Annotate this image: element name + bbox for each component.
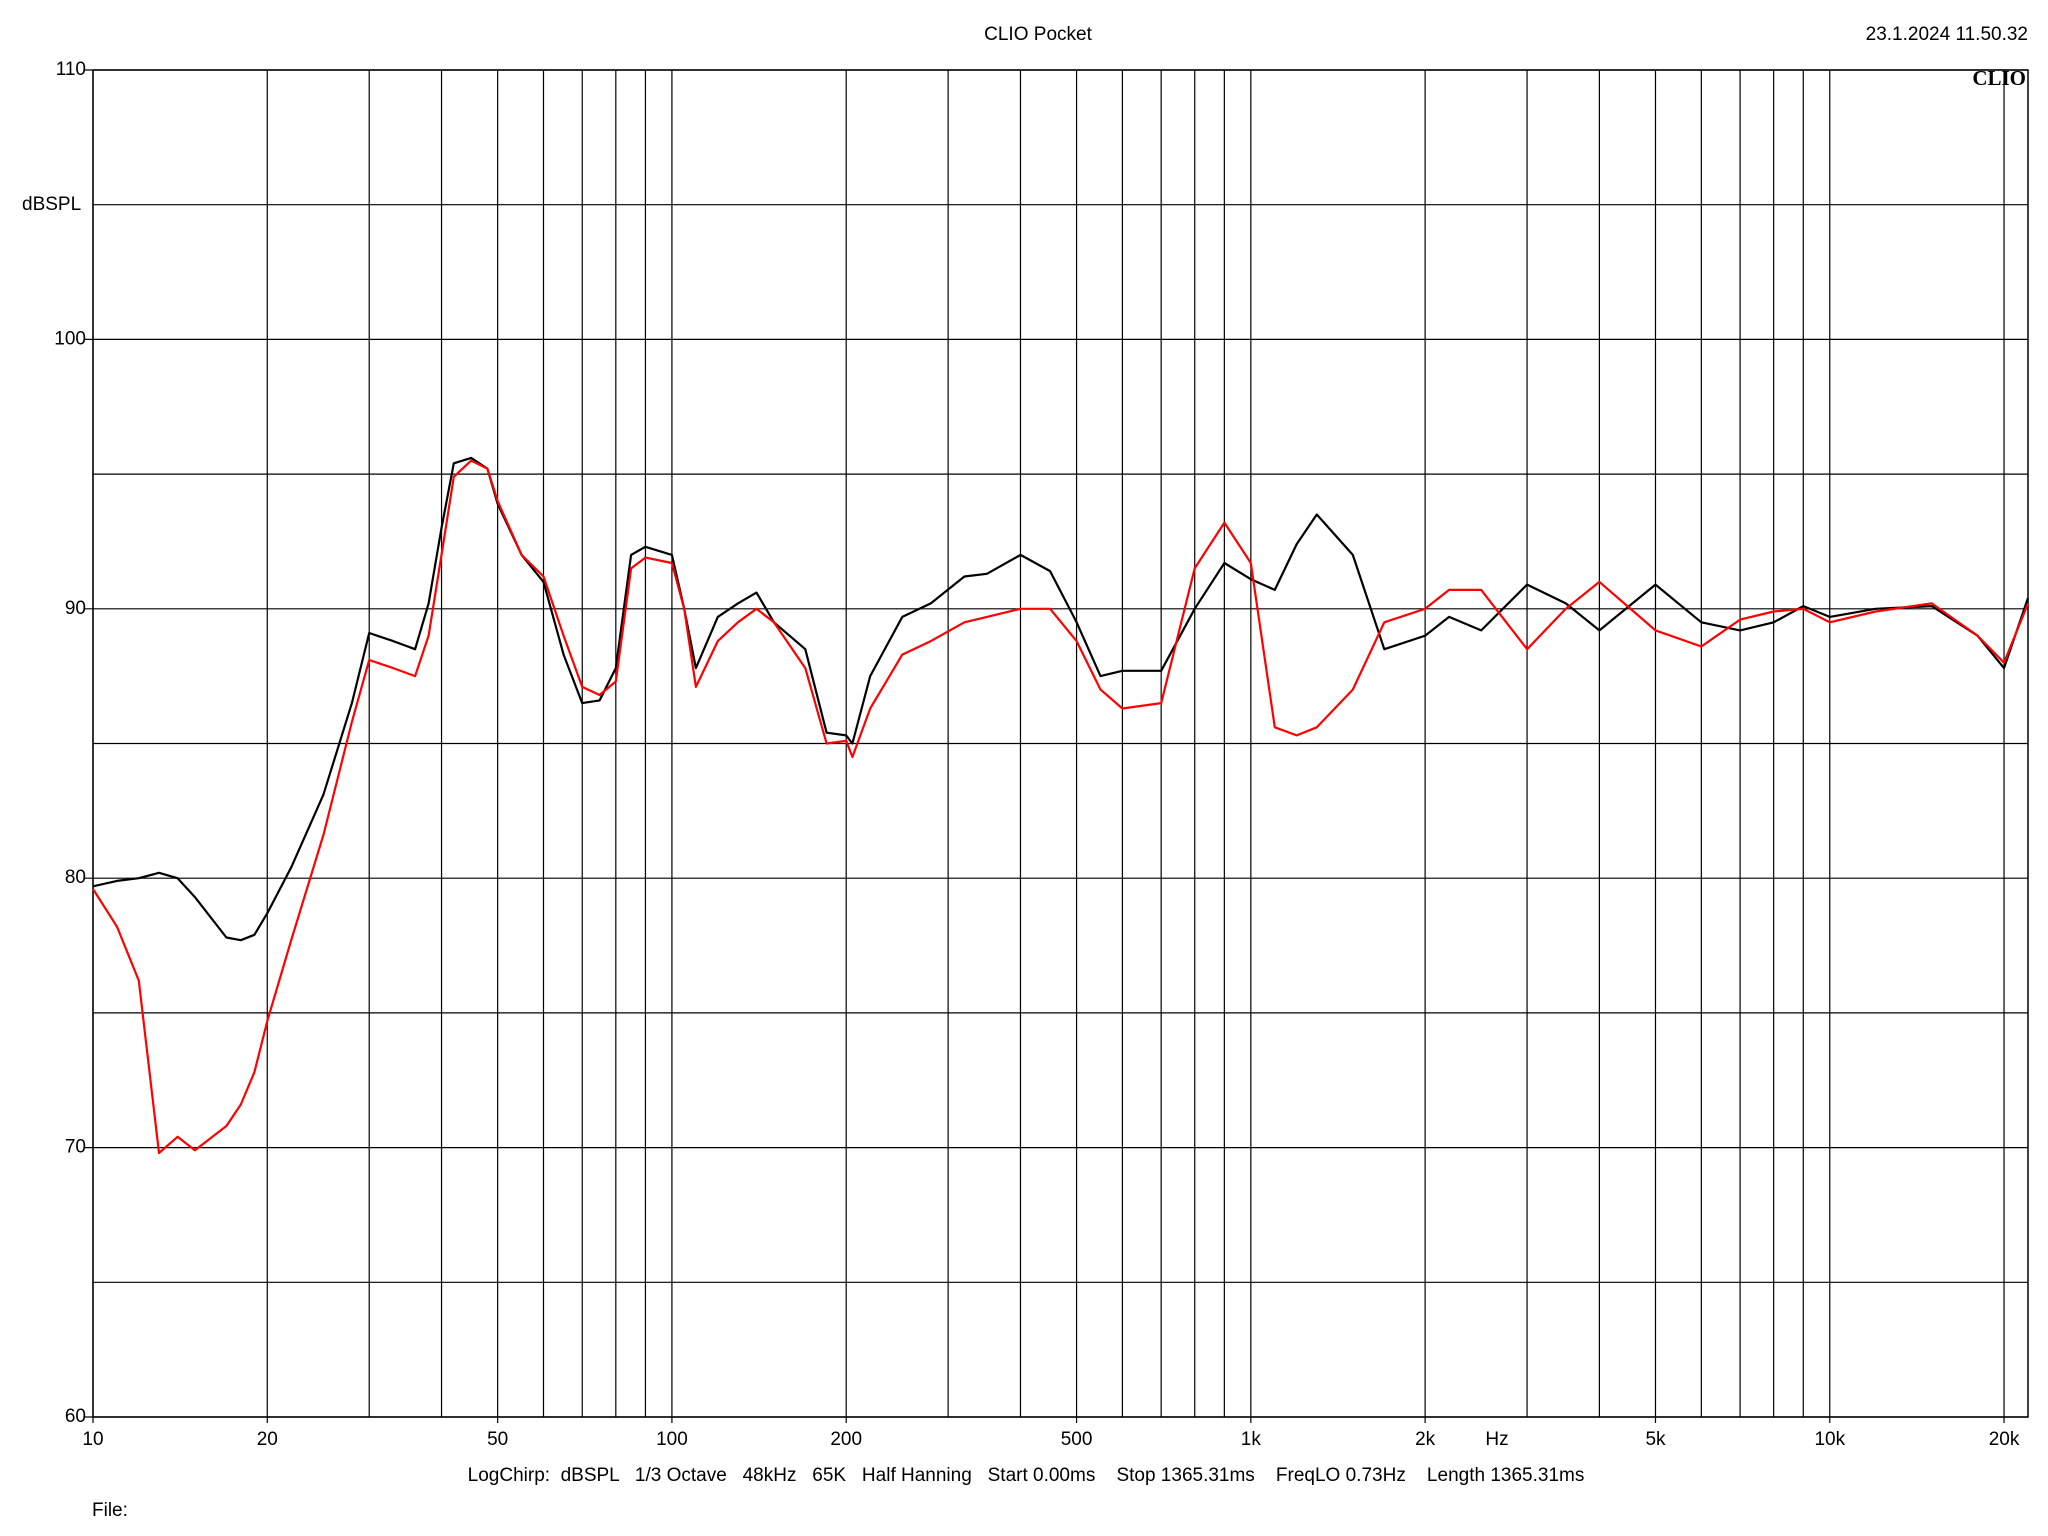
y-tick-label: 110	[56, 59, 86, 80]
x-tick-label: 50	[487, 1429, 508, 1450]
y-tick-label: 60	[65, 1406, 86, 1427]
plot-frame	[92, 69, 2029, 1418]
y-tick-label: 90	[65, 598, 86, 619]
x-tick-label: 200	[830, 1429, 862, 1450]
x-tick-label: 5k	[1645, 1429, 1666, 1450]
x-tick-label: 100	[656, 1429, 688, 1450]
x-tick-label: 2k	[1415, 1429, 1436, 1450]
y-tick-label: 80	[65, 867, 86, 888]
x-tick-label: 20k	[1989, 1429, 2020, 1450]
y-axis-label: dBSPL	[22, 194, 81, 215]
timestamp: 23.1.2024 11.50.32	[1866, 24, 2028, 45]
x-tick-label: 20	[257, 1429, 278, 1450]
x-tick-label: 10	[82, 1429, 103, 1450]
x-tick-label: 10k	[1814, 1429, 1845, 1450]
x-tick-label: 1k	[1241, 1429, 1262, 1450]
chart-title: CLIO Pocket	[984, 24, 1092, 45]
y-tick-label: 100	[54, 328, 86, 349]
series-line	[92, 459, 2030, 1155]
file-label: File:	[92, 1500, 128, 1521]
x-axis-label: Hz	[1485, 1429, 1508, 1450]
settings-line: LogChirp: dBSPL 1/3 Octave 48kHz 65K Hal…	[468, 1465, 1585, 1486]
x-tick-label: 500	[1061, 1429, 1093, 1450]
series-line	[92, 456, 2030, 942]
y-tick-label: 70	[65, 1137, 86, 1158]
